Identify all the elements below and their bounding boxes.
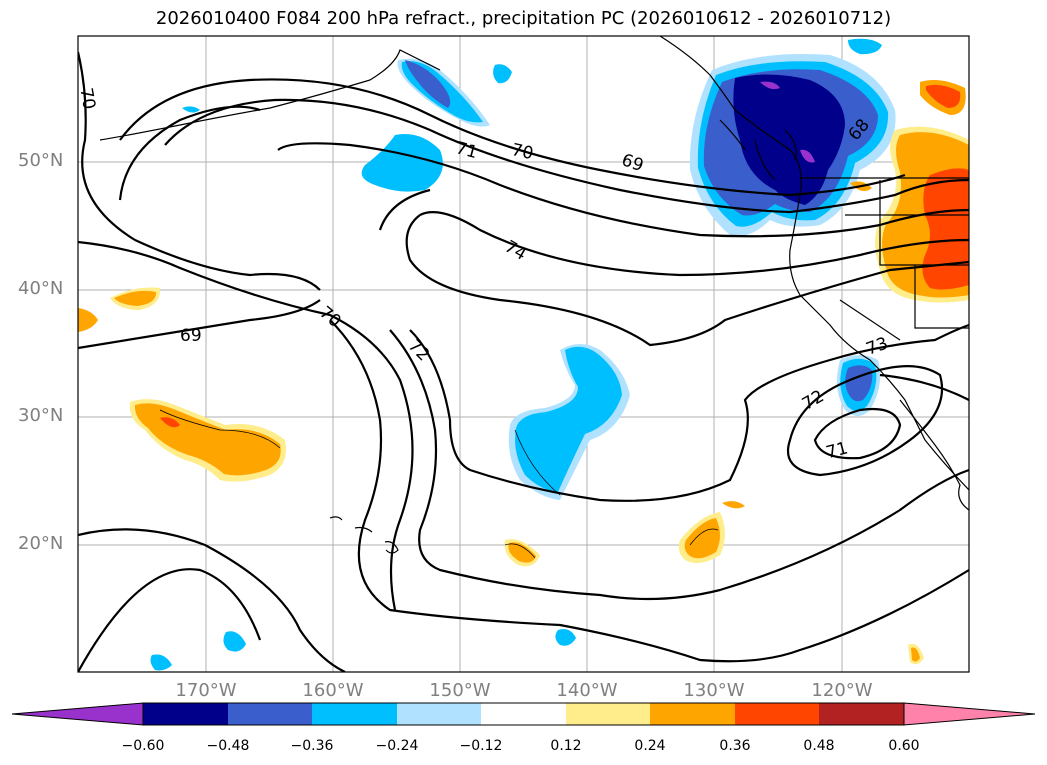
- lon-label: 170°W: [175, 680, 237, 701]
- colorbar-tick: 0.24: [634, 738, 666, 754]
- precip-south-cyan-2: [150, 654, 172, 671]
- coast-alaska: [99, 49, 441, 141]
- outline-4: [514, 429, 561, 496]
- lon-label: 140°W: [556, 680, 618, 701]
- coastlines: [99, 36, 969, 554]
- border-states: [839, 180, 969, 341]
- contour-line-6: [419, 211, 969, 277]
- hawaii-islands: [329, 516, 399, 554]
- colorbar-tick: −0.48: [206, 738, 250, 754]
- contour-line-11: [78, 568, 262, 672]
- precip-mid-orange-2b: [684, 518, 720, 559]
- precip-gulf2-cyan: [361, 134, 443, 192]
- contour-label: 70: [510, 140, 535, 164]
- precip-ne-red: [926, 84, 961, 108]
- colorbar-segment: [566, 703, 650, 725]
- refractivity-contours: [78, 51, 969, 672]
- colorbar: [11, 702, 1036, 726]
- precip-south-cyan-3: [555, 629, 576, 646]
- colorbar-tick: 0.12: [550, 738, 582, 754]
- colorbar-segment: [481, 703, 566, 725]
- map-title: 2026010400 F084 200 hPa refract., precip…: [155, 8, 892, 29]
- contour-line-8: [78, 299, 321, 350]
- precip-shading: [78, 38, 969, 671]
- lat-label: 50°N: [18, 150, 64, 171]
- precip-nw-navy: [733, 74, 845, 205]
- contour-line-17: [813, 407, 902, 460]
- contour-line-10: [78, 528, 346, 672]
- contour-line-15: [409, 323, 969, 502]
- colorbar-tick: −0.60: [121, 738, 165, 754]
- colorbar-segment: [735, 703, 819, 725]
- lat-label: 20°N: [18, 533, 64, 554]
- map-frame: [77, 35, 970, 673]
- contour-line-16: [787, 365, 944, 477]
- contour-line-3: [119, 78, 906, 197]
- colorbar-segment: [650, 703, 735, 725]
- precip-mid-orange-1b: [508, 542, 536, 563]
- lon-label: 130°W: [683, 680, 745, 701]
- colorbar-segment: [312, 703, 397, 725]
- precip-small-cyan-3: [182, 106, 200, 113]
- colorbar-extend-left: [11, 702, 144, 726]
- colorbar-frame: [142, 702, 905, 726]
- coast-west-us: [789, 194, 969, 491]
- contour-line-1: [78, 51, 321, 291]
- lat-label: 40°N: [18, 278, 64, 299]
- lon-label: 150°W: [429, 680, 491, 701]
- coast-bc-islands: [719, 119, 797, 181]
- lon-label: 120°W: [811, 680, 873, 701]
- contour-line-4: [164, 98, 969, 214]
- outline-1: [159, 409, 281, 449]
- precip-small-cyan-2: [848, 38, 882, 55]
- colorbar-tick: 0.36: [719, 738, 751, 754]
- contour-line-2: [78, 240, 414, 611]
- contour-line-7: [405, 214, 969, 347]
- precip-small-cyan-1: [493, 64, 512, 84]
- precip-mid-orange-3: [722, 501, 745, 509]
- precip-nw-purple: [760, 81, 815, 163]
- lat-label: 30°N: [18, 405, 64, 426]
- outline-3: [504, 543, 536, 559]
- precip-outlines: [159, 409, 719, 559]
- contour-line-18: [879, 373, 969, 401]
- colorbar-segment: [143, 703, 228, 725]
- contour-line-13: [329, 319, 969, 663]
- colorbar-tick: 0.48: [803, 738, 835, 754]
- precip-hawaii-red: [160, 417, 180, 428]
- precip-south-orange-b: [911, 647, 920, 662]
- colorbar-tick: −0.24: [375, 738, 419, 754]
- colorbar-extend-right: [903, 702, 1036, 726]
- precip-west-orange-1: [114, 290, 157, 306]
- contour-line-9: [118, 105, 261, 201]
- contour-line-14: [389, 329, 969, 601]
- contour-line-12: [378, 188, 431, 231]
- precip-east-red: [922, 168, 969, 290]
- colorbar-segment: [819, 703, 904, 725]
- coast-baja: [899, 399, 969, 511]
- colorbar-segment: [228, 703, 312, 725]
- precip-south-cyan-1: [223, 631, 246, 652]
- contour-label: 69: [180, 326, 202, 346]
- precip-central-cyan: [515, 346, 622, 492]
- colorbar-tick: −0.12: [459, 738, 503, 754]
- colorbar-tick: 0.60: [888, 738, 920, 754]
- lon-label: 160°W: [302, 680, 364, 701]
- precip-west-orange-2: [78, 308, 98, 332]
- colorbar-segment: [397, 703, 481, 725]
- precip-gulf-blue: [405, 60, 451, 108]
- outline-2: [689, 528, 719, 546]
- colorbar-tick: −0.36: [290, 738, 334, 754]
- coast-alaska-panhandle: [659, 36, 802, 196]
- contour-label: 70: [75, 86, 98, 111]
